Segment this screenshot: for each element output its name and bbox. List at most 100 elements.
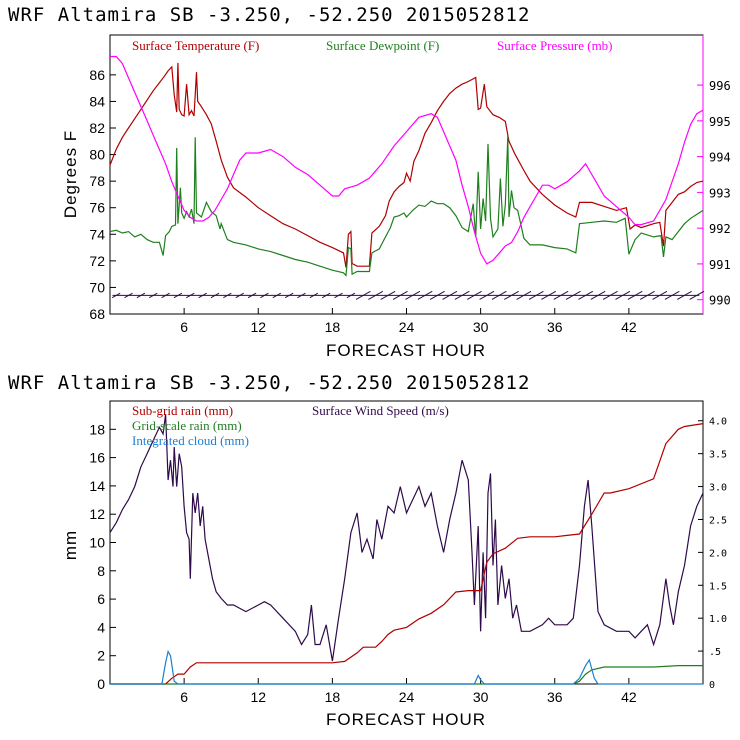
legend-surface-wind-speed: Surface Wind Speed (m/s) <box>312 403 449 418</box>
panel2-series <box>109 414 704 685</box>
p2-xtick-label-5: 36 <box>547 689 563 705</box>
p2-xtick-label-6: 42 <box>621 689 637 705</box>
p2-ytick-label-6: 12 <box>89 506 105 522</box>
p1-ytick-label-7: 82 <box>89 120 105 136</box>
wind-barb-36 <box>553 290 569 300</box>
surface-pressure-line <box>110 55 704 265</box>
legend-subgrid-rain: Sub-grid rain (mm) <box>132 403 233 418</box>
p1-xtick-label-3: 24 <box>399 319 415 335</box>
panel1-y-axis-label: Degrees F <box>61 130 80 218</box>
panel1-ticks: 6 12 18 24 30 36 42 68 70 72 74 76 78 80 82 84 86 990 991 9… <box>89 67 730 335</box>
wind-barb-6 <box>186 292 195 299</box>
p1-y2tick-label-6: 996 <box>709 79 731 93</box>
wind-barb-43 <box>639 290 655 300</box>
wind-barb-27 <box>442 290 458 300</box>
p1-ytick-label-4: 76 <box>89 200 105 216</box>
p2-ytick-label-2: 4 <box>97 619 105 635</box>
wind-barb-23 <box>392 290 408 300</box>
wind-barb-24 <box>405 290 421 300</box>
p2-y2tick-label-1: .5 <box>709 647 721 658</box>
p1-ytick-label-6: 80 <box>89 147 105 163</box>
p2-ytick-label-0: 0 <box>97 676 105 692</box>
integrated-cloud-line <box>110 649 703 685</box>
p1-ytick-label-8: 84 <box>89 93 105 109</box>
wind-barb-17 <box>321 292 331 299</box>
wind-barb-3 <box>148 292 158 299</box>
p2-y2tick-label-5: 2.5 <box>709 515 727 526</box>
wind-barb-20 <box>355 290 371 300</box>
legend-integrated-cloud: Integrated cloud (mm) <box>132 433 249 448</box>
p2-y2tick-label-3: 1.5 <box>709 581 727 592</box>
panel2-y-axis-label: mm <box>61 530 80 560</box>
p1-xtick-label-5: 36 <box>547 319 563 335</box>
wind-barb-5 <box>173 292 183 299</box>
wind-barb-11 <box>247 292 257 299</box>
panel1-series <box>109 55 704 277</box>
gridscale-rain-line <box>110 664 703 685</box>
panel1-title: WRF Altamira SB -3.250, -52.250 20150528… <box>8 4 530 26</box>
p1-xtick-label-1: 12 <box>250 319 266 335</box>
panel1-legend: Surface Temperature (F) Surface Dewpoint… <box>132 38 613 53</box>
wind-barb-21 <box>368 290 384 300</box>
legend-surface-dewpoint: Surface Dewpoint (F) <box>326 38 439 53</box>
p2-xtick-label-0: 6 <box>180 689 188 705</box>
p1-xtick-label-0: 6 <box>180 319 188 335</box>
wind-barb-47 <box>689 290 705 300</box>
wind-barb-26 <box>429 290 445 300</box>
wind-barb-44 <box>652 290 668 300</box>
panel2-x-axis-label: FORECAST HOUR <box>326 710 486 729</box>
p1-y2tick-label-2: 992 <box>709 222 731 236</box>
wind-barb-0 <box>111 292 121 299</box>
legend-surface-pressure: Surface Pressure (mb) <box>497 38 613 53</box>
wind-barb-15 <box>297 292 306 299</box>
p2-xtick-label-2: 18 <box>325 689 341 705</box>
panel1-x-axis-label: FORECAST HOUR <box>326 341 486 360</box>
p1-y2tick-label-0: 990 <box>709 294 731 308</box>
p2-xtick-label-3: 24 <box>399 689 415 705</box>
wind-barb-46 <box>677 290 692 300</box>
wind-barb-25 <box>417 290 433 300</box>
panel2-ticks: 6 12 18 24 30 36 420246810121416180.51.01.52.0… <box>89 417 727 705</box>
p2-ytick-label-3: 6 <box>97 591 105 607</box>
p1-y2tick-label-1: 991 <box>709 258 731 272</box>
p1-ytick-label-2: 72 <box>89 253 105 269</box>
wind-barb-29 <box>467 290 482 300</box>
wind-barb-2 <box>136 292 146 299</box>
p1-y2tick-label-5: 995 <box>709 115 731 129</box>
wind-barb-42 <box>627 290 643 300</box>
wind-barb-12 <box>260 292 269 299</box>
wind-barb-34 <box>528 290 544 300</box>
wind-barb-19 <box>346 292 356 299</box>
wind-barb-39 <box>590 290 606 300</box>
p2-ytick-label-4: 8 <box>97 563 105 579</box>
p1-y2tick-label-4: 994 <box>709 151 731 165</box>
p1-xtick-label-2: 18 <box>325 319 341 335</box>
panel1-wind-barbs <box>111 290 705 300</box>
p2-xtick-label-4: 30 <box>473 689 489 705</box>
p2-ytick-label-9: 18 <box>89 421 105 437</box>
wind-barb-30 <box>479 290 495 300</box>
p2-y2tick-label-2: 1.0 <box>709 614 727 625</box>
wind-barb-4 <box>161 292 170 299</box>
wind-barb-38 <box>578 290 594 300</box>
wind-barb-33 <box>516 290 532 300</box>
subgrid-rain-line <box>110 423 704 685</box>
wind-barb-41 <box>615 290 631 300</box>
wind-barb-9 <box>223 292 232 299</box>
surface-wind-speed-line <box>109 414 704 662</box>
legend-surface-temperature: Surface Temperature (F) <box>132 38 259 53</box>
p2-y2tick-label-4: 2.0 <box>709 548 727 559</box>
wind-barb-28 <box>454 290 470 300</box>
wind-barb-35 <box>541 290 557 300</box>
p2-xtick-label-1: 12 <box>250 689 266 705</box>
wind-barb-37 <box>565 290 581 300</box>
p1-ytick-label-0: 68 <box>89 306 105 322</box>
panel2-legend: Sub-grid rain (mm) Grid-scale rain (mm) … <box>132 403 449 448</box>
p1-ytick-label-5: 78 <box>89 173 105 189</box>
p1-ytick-label-9: 86 <box>89 67 105 83</box>
p1-xtick-label-6: 42 <box>621 319 637 335</box>
wind-barb-40 <box>602 290 618 300</box>
legend-gridscale-rain: Grid-scale rain (mm) <box>132 418 242 433</box>
p1-ytick-label-1: 70 <box>89 279 105 295</box>
wind-barb-8 <box>210 292 220 299</box>
